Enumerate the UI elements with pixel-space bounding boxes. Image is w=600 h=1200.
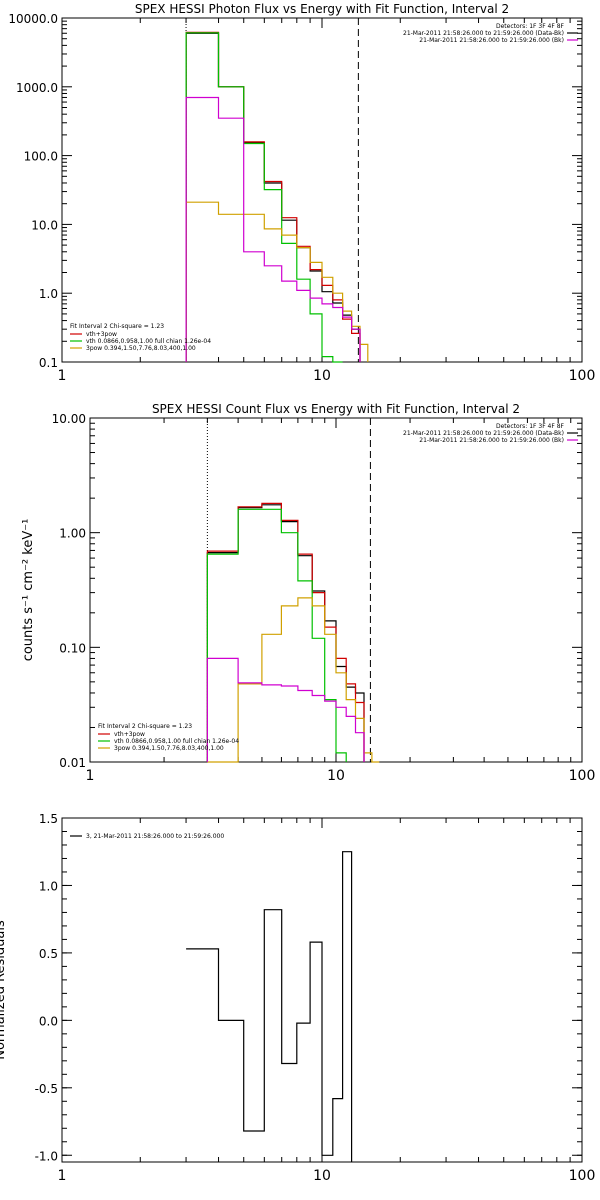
panel3-y-tick-label: -0.5 — [35, 1082, 58, 1096]
panel2-x-tick-label: 1 — [86, 768, 95, 784]
panel2-series-bk — [206, 657, 365, 762]
panel1-fit-text: Fit Interval 2 Chi-square = 1.23 — [70, 323, 164, 330]
panel3-x-tick-label: 1 — [58, 1168, 67, 1184]
panel1-x-tick-label: 1 — [58, 368, 67, 384]
panel1-y-tick-label: 10.0 — [31, 218, 58, 232]
panel3-legend-entry: 3, 21-Mar-2011 21:58:26.000 to 21:59:26.… — [86, 833, 224, 840]
panel2-legend-entry: 3pow 0.394,1.50,7.76,8.03,400,1.00 — [114, 745, 224, 752]
panel2-title: SPEX HESSI Count Flux vs Energy with Fit… — [152, 402, 520, 416]
panel1-y-tick-label: 100.0 — [24, 150, 58, 164]
panel2-y-tick-label: 0.10 — [59, 641, 86, 655]
panel2-y-axis-label: counts s⁻¹ cm⁻² keV⁻¹ — [21, 519, 36, 662]
panel2-fit-text: Fit Interval 2 Chi-square = 1.23 — [98, 723, 192, 730]
panel1-y-tick-label: 0.1 — [39, 356, 58, 370]
panel3-y-tick-label: 1.5 — [39, 812, 58, 826]
panel3-y-axis-label: Normalized Residuals — [0, 920, 8, 1060]
panel1-series-bk — [185, 96, 361, 362]
panel2-y-tick-label: 10.00 — [52, 412, 86, 426]
panel3-y-tick-label: 0.0 — [39, 1014, 58, 1028]
panel2-series-data-bk — [206, 504, 365, 762]
panel2-y-tick-label: 0.01 — [59, 756, 86, 770]
panel1-info-line: Detectors: 1F 3F 4F 8F — [496, 23, 565, 30]
panel3-x-tick-label: 10 — [313, 1168, 331, 1184]
panel1-series-total — [185, 31, 361, 362]
panel2-legend-entry: vth+3pow — [114, 731, 145, 738]
panel1-x-tick-label: 10 — [313, 368, 331, 384]
panel3-y-tick-label: 0.5 — [39, 947, 58, 961]
panel2-info-line: 21-Mar-2011 21:58:26.000 to 21:59:26.000… — [403, 430, 564, 437]
panel1-title: SPEX HESSI Photon Flux vs Energy with Fi… — [135, 2, 509, 16]
panel1-info-line: 21-Mar-2011 21:58:26.000 to 21:59:26.000… — [419, 37, 564, 44]
panel1-y-tick-label: 10000.0 — [8, 12, 58, 26]
panel3-y-tick-label: 1.0 — [39, 879, 58, 893]
panel2-y-tick-label: 1.00 — [59, 527, 86, 541]
panel1-y-tick-label: 1000.0 — [16, 81, 58, 95]
panel1-series-thermal — [185, 32, 343, 363]
panel2-series-power — [207, 597, 380, 763]
panel1-legend-entry: vth 0.0866,0.958,1.00 full chian 1.26e-0… — [86, 338, 211, 345]
panel2-series-total — [206, 502, 365, 762]
panel2-info-line: Detectors: 1F 3F 4F 8F — [496, 423, 565, 430]
panel2-x-tick-label: 10 — [327, 768, 345, 784]
panel1-legend-entry: 3pow 0.394,1.50,7.76,8.03,400,1.00 — [86, 345, 196, 352]
panel1-info-line: 21-Mar-2011 21:58:26.000 to 21:59:26.000… — [403, 30, 564, 37]
panel1-x-tick-label: 100 — [569, 368, 596, 384]
panel2-x-tick-label: 100 — [569, 768, 596, 784]
panel3-series-residuals — [186, 851, 353, 1162]
panel2-legend-entry: vth 0.0866,0.958,1.00 full chian 1.26e-0… — [114, 738, 239, 745]
panel1-y-tick-label: 1.0 — [39, 287, 58, 301]
panel3-y-tick-label: -1.0 — [35, 1149, 58, 1163]
panel2-info-line: 21-Mar-2011 21:58:26.000 to 21:59:26.000… — [419, 437, 564, 444]
panel1-series-power — [185, 201, 369, 362]
panel1-legend-entry: vth+3pow — [86, 331, 117, 338]
panel2-series-thermal — [206, 508, 347, 762]
panel1-series-data-bk — [185, 32, 361, 362]
panel1-plot-frame — [61, 17, 583, 363]
panel3-x-tick-label: 100 — [569, 1168, 596, 1184]
